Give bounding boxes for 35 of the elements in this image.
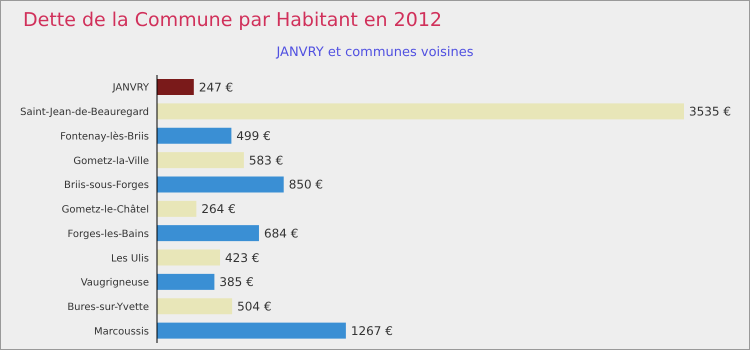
data-label: 850 €	[288, 178, 324, 192]
y-tick-label: Saint-Jean-de-Beauregard	[20, 107, 149, 118]
bar	[157, 225, 259, 242]
bar	[157, 322, 346, 339]
bar	[157, 298, 232, 314]
y-tick-label: Les Ulis	[110, 253, 149, 264]
data-label: 684 €	[264, 226, 298, 240]
bar	[157, 200, 196, 217]
data-label: 504 €	[237, 300, 272, 314]
y-tick-label: Gometz-le-Châtel	[62, 204, 149, 216]
y-tick-label: Gometz-la-Ville	[73, 156, 149, 167]
chart-subtitle: JANVRY et communes voisines	[274, 45, 475, 60]
y-tick-label: Fontenay-lès-Briis	[60, 131, 149, 142]
y-tick-label: Vaugrigneuse	[80, 278, 149, 289]
data-label: 264 €	[201, 202, 236, 216]
data-label: 1267 €	[350, 324, 393, 338]
bar	[157, 274, 214, 290]
bar	[157, 79, 194, 95]
data-label: 385 €	[219, 275, 254, 290]
bar	[157, 128, 232, 144]
bar	[157, 152, 244, 168]
data-label: 499 €	[236, 128, 271, 143]
data-label: 423 €	[225, 250, 260, 265]
bar	[157, 250, 220, 266]
data-label: 3535 €	[689, 104, 731, 119]
y-tick-label: Bures-sur-Yvette	[67, 302, 149, 314]
data-label: 583 €	[248, 153, 284, 168]
chart-title: Dette de la Commune par Habitant en 2012	[23, 9, 442, 31]
bar	[157, 103, 684, 120]
bar	[157, 176, 284, 192]
y-tick-label: Briis-sous-Forges	[64, 180, 149, 192]
data-label: 247 €	[198, 80, 234, 94]
y-tick-label: Forges-les-Bains	[68, 228, 149, 240]
y-tick-label: JANVRY	[112, 82, 150, 94]
y-tick-label: Marcoussis	[94, 326, 149, 338]
